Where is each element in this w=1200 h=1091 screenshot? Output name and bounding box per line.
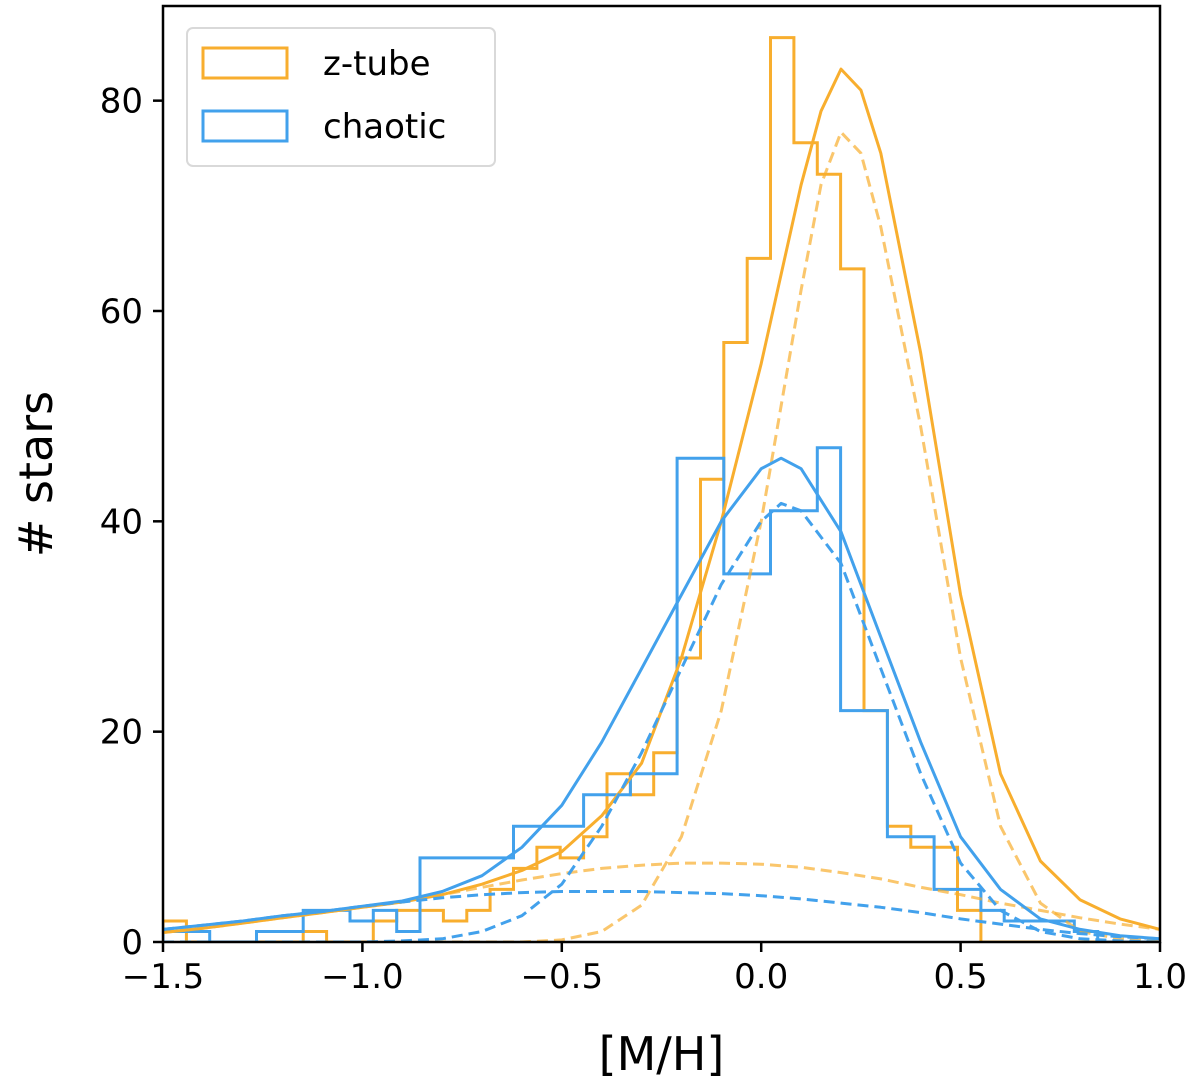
x-tick-label: −1.5: [122, 957, 205, 997]
legend: z-tube chaotic: [186, 27, 496, 167]
y-tick-label: 20: [100, 713, 143, 753]
x-axis: −1.5 −1.0 −0.5 0.0 0.5 1.0: [122, 942, 1187, 997]
y-axis: 0 20 40 60 80: [100, 82, 163, 963]
legend-swatch: [201, 46, 289, 80]
histogram-z-tube: [163, 36, 1160, 942]
x-tick-label: 1.0: [1133, 957, 1187, 997]
fit-curve-chaotic-dashed-wide: [163, 890, 1160, 941]
x-tick-label: −1.0: [321, 957, 404, 997]
y-tick-label: 40: [100, 502, 143, 542]
y-axis-title: # stars: [9, 391, 63, 557]
y-tick-label: 60: [100, 292, 143, 332]
plot-frame: [161, 4, 1162, 944]
fit-curve-chaotic-dashed: [163, 501, 1160, 942]
x-tick-label: 0.0: [734, 957, 788, 997]
x-tick-label: 0.5: [934, 957, 988, 997]
fit-curve-z-tube-dashed: [163, 130, 1160, 942]
legend-box: [186, 27, 496, 167]
fit-curve-chaotic-solid: [163, 456, 1160, 941]
fit-curve-z-tube-solid: [163, 67, 1160, 934]
x-axis-title: [M/H]: [599, 1027, 725, 1081]
legend-swatch: [201, 109, 289, 143]
plot-content: [163, 36, 1160, 942]
y-tick-label: 80: [100, 82, 143, 122]
y-tick-label: 0: [121, 923, 143, 963]
x-tick-label: −0.5: [521, 957, 604, 997]
legend-label: chaotic: [323, 107, 446, 147]
legend-label: z-tube: [323, 44, 431, 84]
histogram-chaotic: [163, 446, 1160, 942]
